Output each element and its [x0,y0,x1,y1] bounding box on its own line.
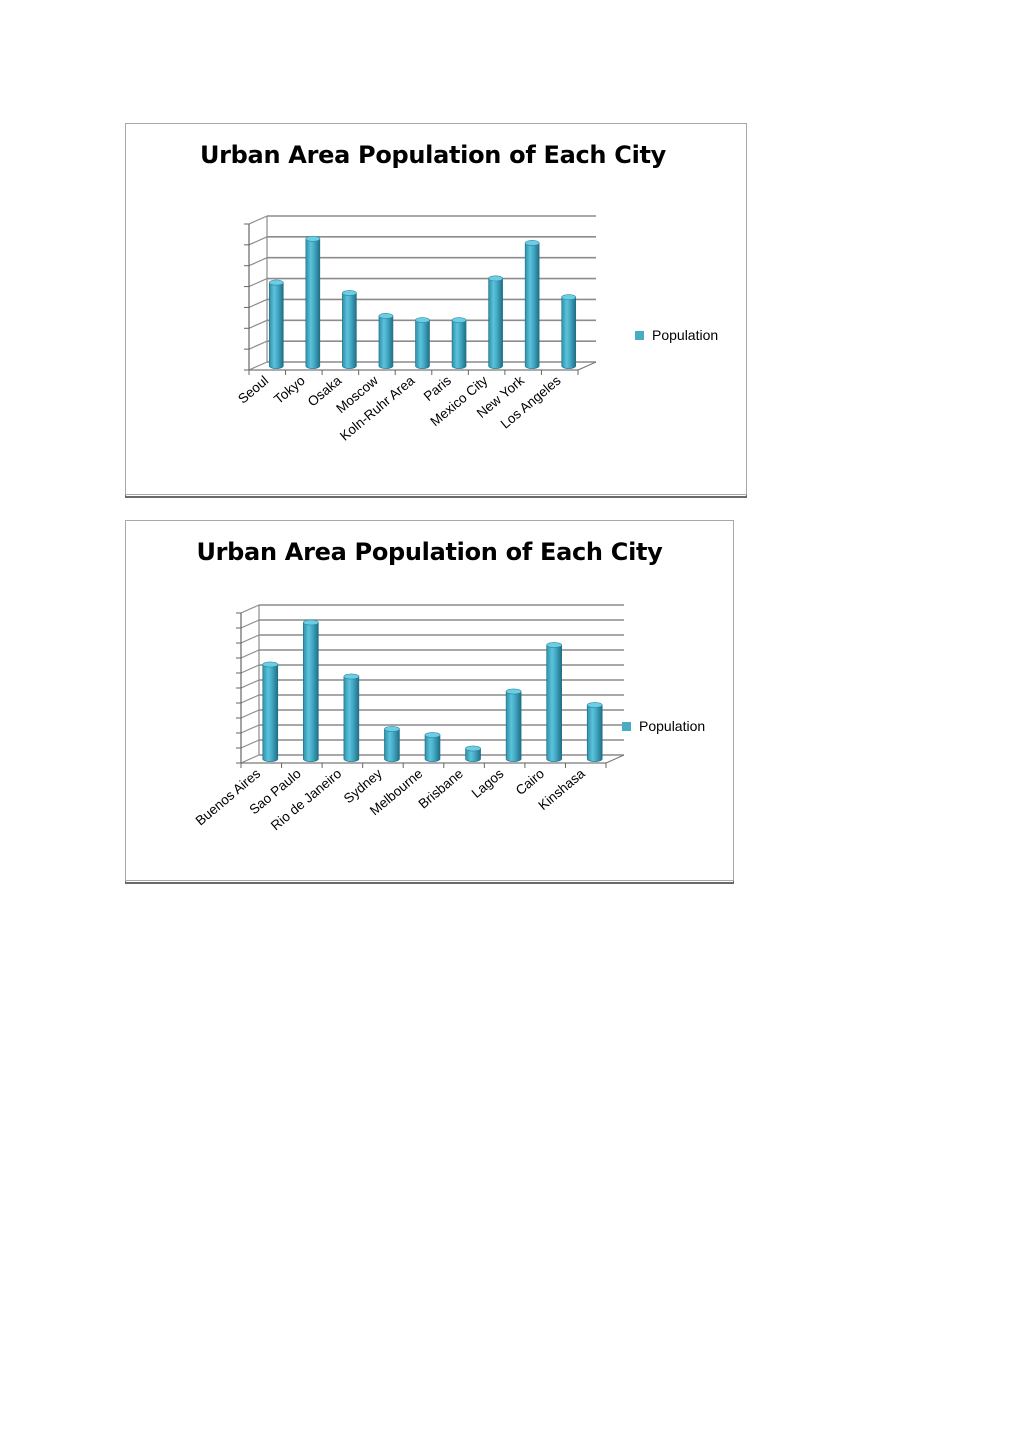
chart-title: Urban Area Population of Each City [199,141,667,169]
side-gridline [240,619,260,629]
x-tick-label: Tokyo [271,373,308,407]
bar [378,313,394,369]
bar [415,317,430,369]
side-gridline [240,679,260,689]
legend-label: Population [639,718,706,734]
side-gridline [248,215,268,225]
x-tick-label: Seoul [235,373,271,407]
side-gridline [240,604,260,614]
bar [305,235,321,369]
x-tick-label: Kinshasa [535,765,588,813]
x-tick-label: Brisbane [416,766,466,812]
side-gridline [248,340,268,350]
x-tick-label: Lagos [469,766,507,801]
side-gridline [248,278,268,288]
bar [561,294,577,369]
gridlines [244,215,596,371]
chart-1: Urban Area Population of Each City Seoul… [125,123,747,495]
side-gridline [248,298,268,308]
side-gridline [240,754,260,764]
side-gridline [248,361,268,371]
bar [342,290,357,369]
side-gridline [240,634,260,644]
legend: Population [635,327,718,343]
side-gridline [240,739,260,749]
side-gridline [240,664,260,674]
side-gridline [240,724,260,734]
bar [505,688,522,762]
x-tick-label: Rio de Janeiro [268,766,344,833]
side-gridline [248,319,268,329]
bar [268,279,284,369]
bar [488,275,503,369]
legend-swatch [635,330,644,340]
gridlines [236,604,624,764]
bar [262,661,279,762]
x-tick-label: Buenos Aires [193,766,264,829]
bar [586,702,603,762]
legend: Population [622,718,705,734]
side-gridline [248,257,268,267]
chart-2: Urban Area Population of Each City Bueno… [125,520,734,881]
side-gridline [240,694,260,704]
bar [384,726,400,762]
side-gridline [240,649,260,659]
legend-swatch [622,721,631,731]
bar [343,673,360,762]
bar [546,642,562,762]
x-tick-label: Cairo [513,766,547,798]
bar [303,619,319,762]
side-gridline [248,236,268,246]
side-gridline [240,709,260,719]
bar [465,745,481,762]
bar [424,732,441,762]
bar [451,317,467,369]
chart-title: Urban Area Population of Each City [196,538,663,566]
legend-label: Population [652,327,719,343]
bar [524,240,540,369]
